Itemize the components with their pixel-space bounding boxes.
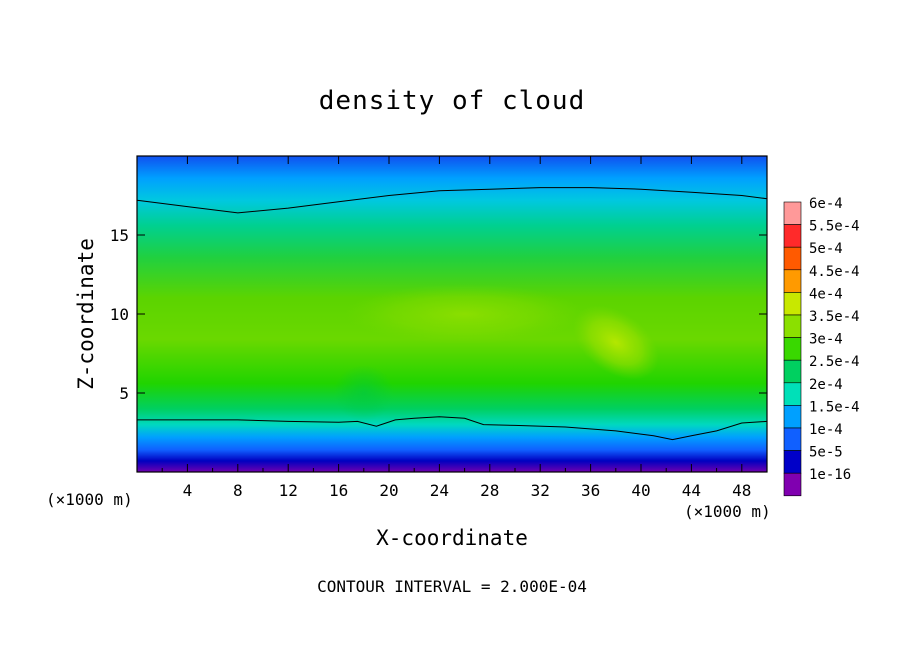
colorbar-swatch-1 bbox=[783, 224, 802, 248]
x-unit-right: (×1000 m) bbox=[684, 502, 771, 521]
contour-lines bbox=[136, 187, 768, 441]
x-tick-label-12: 12 bbox=[279, 481, 298, 500]
colorbar-label-1: 5.5e-4 bbox=[809, 219, 860, 235]
colorbar-swatch-2 bbox=[783, 246, 802, 271]
x-tick-label-48: 48 bbox=[732, 481, 751, 500]
colorbar-swatch-0 bbox=[783, 201, 802, 225]
colorbar-label-10: 1e-4 bbox=[809, 422, 843, 438]
colorbar-label-11: 5e-5 bbox=[809, 445, 843, 461]
chart-title: density of cloud bbox=[318, 86, 586, 116]
colorbar-label-7: 2.5e-4 bbox=[809, 354, 860, 370]
x-tick-label-8: 8 bbox=[233, 481, 243, 500]
field-maximum bbox=[572, 305, 659, 380]
x-tick-label-36: 36 bbox=[581, 481, 600, 500]
field-midband bbox=[344, 284, 585, 344]
contour-line-0 bbox=[136, 187, 768, 214]
density-field bbox=[137, 156, 767, 472]
x-tick-label-20: 20 bbox=[379, 481, 398, 500]
x-tick-label-24: 24 bbox=[430, 481, 449, 500]
colorbar-swatch-5 bbox=[783, 314, 802, 338]
x-tick-label-44: 44 bbox=[682, 481, 701, 500]
y-tick-label-10: 10 bbox=[110, 305, 129, 324]
colorbar-swatch-11 bbox=[783, 450, 802, 474]
colorbar-swatch-12 bbox=[783, 472, 802, 497]
field-dip bbox=[333, 365, 394, 421]
colorbar-swatch-9 bbox=[783, 405, 802, 429]
colorbar-label-8: 2e-4 bbox=[809, 377, 843, 393]
colorbar-swatch-3 bbox=[783, 269, 802, 293]
x-tick-label-40: 40 bbox=[631, 481, 650, 500]
colorbar-swatch-10 bbox=[783, 427, 802, 451]
colorbar-label-9: 1.5e-4 bbox=[809, 399, 860, 415]
colorbar-label-3: 4.5e-4 bbox=[809, 264, 860, 280]
colorbar-label-6: 3e-4 bbox=[809, 332, 843, 348]
colorbar-swatch-4 bbox=[783, 292, 802, 316]
x-axis-label: X-coordinate bbox=[376, 526, 528, 550]
y-tick-label-15: 15 bbox=[110, 226, 129, 245]
contour-interval-note: CONTOUR INTERVAL = 2.000E-04 bbox=[317, 577, 587, 596]
colorbar-swatch-7 bbox=[783, 359, 802, 384]
colorbar-swatch-6 bbox=[783, 337, 802, 361]
contour-line-1 bbox=[137, 416, 768, 441]
x-tick-label-4: 4 bbox=[183, 481, 193, 500]
colorbar-label-0: 6e-4 bbox=[809, 196, 843, 212]
x-tick-label-32: 32 bbox=[531, 481, 550, 500]
colorbar-label-12: 1e-16 bbox=[809, 467, 851, 483]
colorbar: 6e-4 5.5e-4 5e-4 4.5e-4 4e-4 3.5e-4 3e-4 2.5e-4… bbox=[783, 196, 860, 497]
colorbar-label-4: 4e-4 bbox=[809, 286, 843, 302]
colorbar-label-2: 5e-4 bbox=[809, 241, 843, 257]
y-tick-label-5: 5 bbox=[119, 384, 129, 403]
x-unit-left: (×1000 m) bbox=[46, 490, 133, 509]
y-axis-label: Z-coordinate bbox=[74, 238, 98, 390]
x-tick-label-16: 16 bbox=[329, 481, 348, 500]
colorbar-swatch-8 bbox=[783, 382, 802, 406]
x-tick-label-28: 28 bbox=[480, 481, 499, 500]
colorbar-label-5: 3.5e-4 bbox=[809, 309, 860, 325]
